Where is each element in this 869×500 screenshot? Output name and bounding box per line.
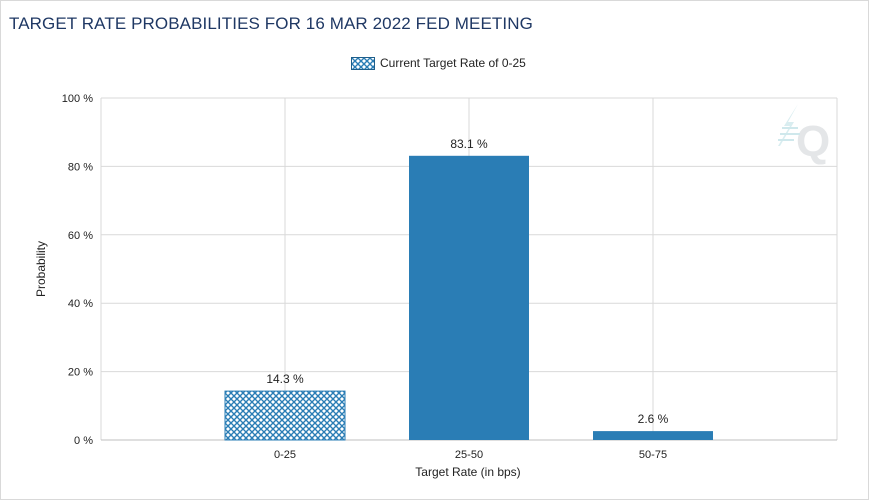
data-labels: 14.3 % 83.1 % 2.6 % <box>266 137 668 426</box>
bar <box>409 155 529 440</box>
x-tick-label: 0-25 <box>274 449 296 461</box>
y-tick-label: 20 % <box>68 367 93 379</box>
data-label: 2.6 % <box>638 412 669 426</box>
svg-text:Q: Q <box>796 117 830 166</box>
bars <box>224 155 713 441</box>
y-axis-title: Probability <box>34 241 48 297</box>
y-tick-label: 60 % <box>68 230 93 242</box>
x-axis-ticks: 0-25 25-50 50-75 <box>274 449 667 461</box>
x-tick-label: 50-75 <box>639 449 667 461</box>
legend-label: Current Target Rate of 0-25 <box>380 56 526 70</box>
y-tick-label: 80 % <box>68 161 93 173</box>
chart-title: TARGET RATE PROBABILITIES FOR 16 MAR 202… <box>9 14 533 33</box>
y-tick-label: 40 % <box>68 298 93 310</box>
y-axis-ticks: 0 % 20 % 40 % 60 % 80 % 100 % <box>62 93 93 447</box>
data-label: 83.1 % <box>450 137 488 151</box>
legend: Current Target Rate of 0-25 <box>351 56 526 70</box>
x-tick-label: 25-50 <box>455 449 483 461</box>
y-tick-label: 100 % <box>62 93 93 105</box>
watermark-logo-icon: Q <box>778 104 830 166</box>
data-label: 14.3 % <box>266 372 304 386</box>
legend-swatch-icon <box>351 56 375 70</box>
bar <box>593 431 713 440</box>
bar <box>224 390 346 441</box>
y-tick-label: 0 % <box>74 435 93 447</box>
x-axis-title: Target Rate (in bps) <box>415 465 520 479</box>
